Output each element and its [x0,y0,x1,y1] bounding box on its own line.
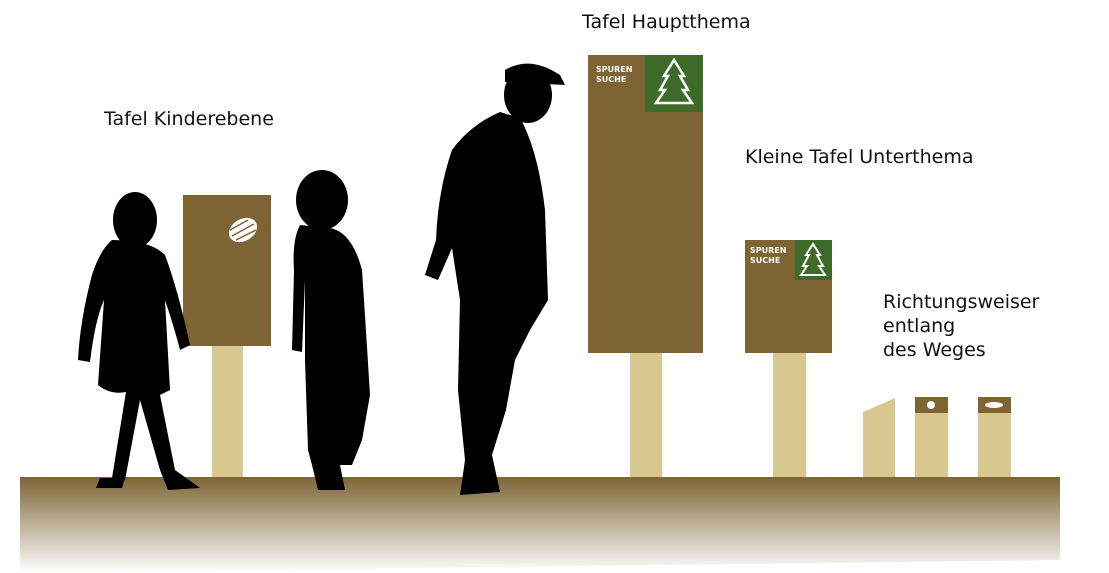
logo-text: SPUREN [750,246,786,255]
logo-text: SUCHE [750,256,780,265]
kids-panel [183,195,271,346]
illustration: SPUREN SUCHE SPUREN SUCHE Tafel Hauptthe… [0,0,1109,573]
post [212,345,243,477]
marker [863,398,895,477]
logo-text: SUCHE [596,75,626,84]
logo-text: SPUREN [596,65,632,74]
label: des Weges [883,339,986,361]
ground [20,477,1060,573]
label: Tafel Kinderebene [103,108,274,130]
marker-icon [927,401,935,409]
label: Richtungsweiser [883,291,1040,313]
post [630,353,662,477]
label: Tafel Hauptthema [581,11,751,33]
post [773,353,806,477]
label: entlang [883,315,955,337]
label: Kleine Tafel Unterthema [745,146,974,168]
marker-icon [985,402,1003,408]
